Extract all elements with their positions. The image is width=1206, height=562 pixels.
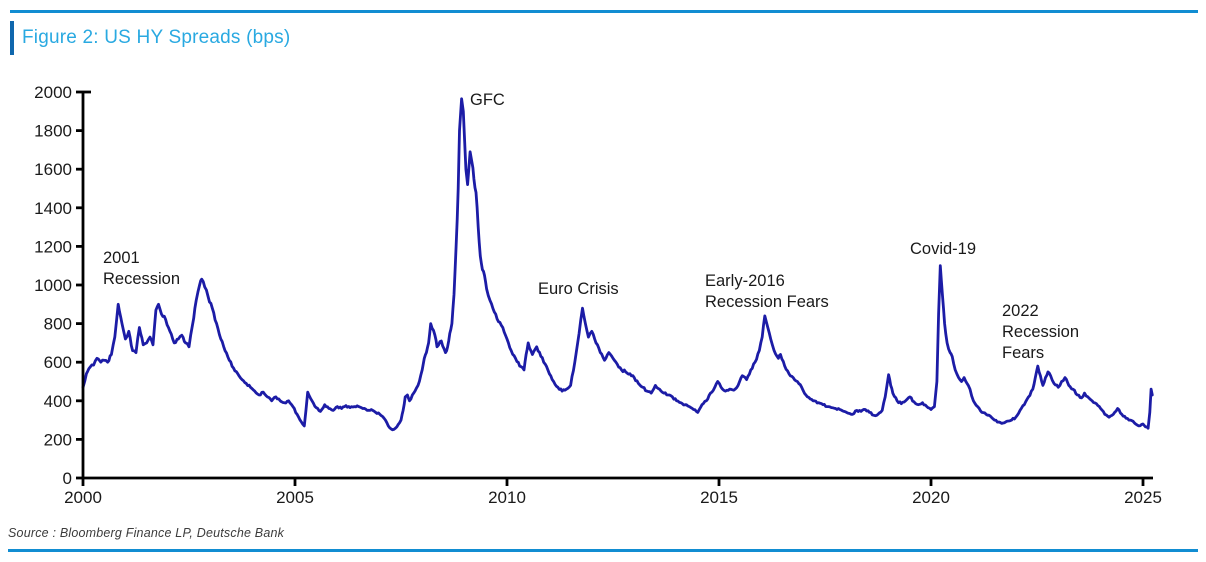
y-tick-label: 1400 (34, 199, 72, 218)
us-hy-spreads-line-chart: 0 200 400 600 800 1000 1200 1400 1600 1800 2000 200… (34, 83, 1162, 507)
top-rule (10, 10, 1198, 13)
y-tick-label: 600 (44, 353, 72, 372)
y-tick-label: 1000 (34, 276, 72, 295)
y-tick-label: 200 (44, 430, 72, 449)
bottom-rule (8, 549, 1198, 552)
spread-line (81, 97, 1154, 432)
y-tick-label: 1800 (34, 122, 72, 141)
y-tick-label: 800 (44, 315, 72, 334)
x-tick-label: 2020 (912, 488, 950, 507)
x-tick-label: 2010 (488, 488, 526, 507)
y-tick-label: 1600 (34, 160, 72, 179)
figure-title: Figure 2: US HY Spreads (bps) (22, 27, 291, 48)
figure-accent-bar (10, 21, 14, 55)
x-tick-label: 2000 (64, 488, 102, 507)
x-tick-label: 2015 (700, 488, 738, 507)
y-tick-label: 0 (63, 469, 72, 488)
x-tick-label: 2025 (1124, 488, 1162, 507)
y-tick-label: 400 (44, 392, 72, 411)
y-tick-label: 2000 (34, 83, 72, 102)
x-tick-label: 2005 (276, 488, 314, 507)
y-tick-label: 1200 (34, 237, 72, 256)
source-caption: Source : Bloomberg Finance LP, Deutsche … (8, 526, 285, 540)
